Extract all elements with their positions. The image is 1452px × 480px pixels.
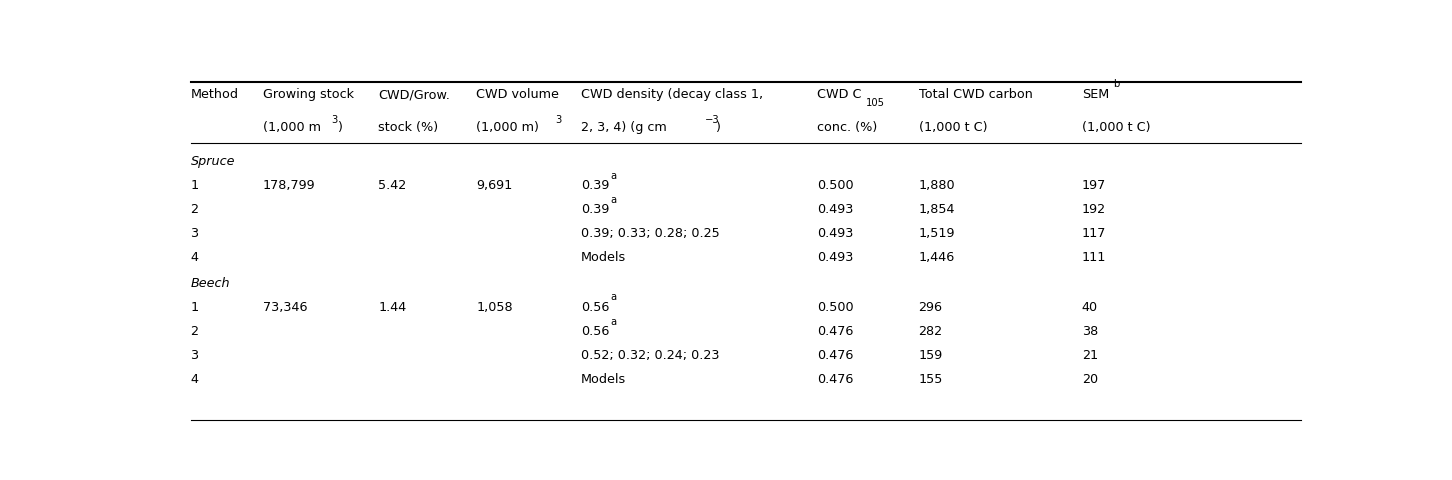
Text: 0.39; 0.33; 0.28; 0.25: 0.39; 0.33; 0.28; 0.25 [581,227,720,240]
Text: 0.52; 0.32; 0.24; 0.23: 0.52; 0.32; 0.24; 0.23 [581,349,720,362]
Text: 3: 3 [331,115,338,125]
Text: 159: 159 [919,349,942,362]
Text: 1,854: 1,854 [919,203,955,216]
Text: 1,446: 1,446 [919,251,955,264]
Text: Models: Models [581,373,626,386]
Text: −3: −3 [706,115,720,125]
Text: CWD volume: CWD volume [476,88,559,101]
Text: 3: 3 [555,115,562,125]
Text: 0.493: 0.493 [817,203,854,216]
Text: CWD C: CWD C [817,88,862,101]
Text: 105: 105 [865,98,884,108]
Text: CWD density (decay class 1,: CWD density (decay class 1, [581,88,764,101]
Text: 1,880: 1,880 [919,179,955,192]
Text: Beech: Beech [190,276,229,289]
Text: (1,000 t C): (1,000 t C) [1082,121,1150,134]
Text: conc. (%): conc. (%) [817,121,877,134]
Text: Total CWD carbon: Total CWD carbon [919,88,1032,101]
Text: (1,000 t C): (1,000 t C) [919,121,987,134]
Text: 1: 1 [190,300,199,313]
Text: 197: 197 [1082,179,1106,192]
Text: CWD/Grow.: CWD/Grow. [379,88,450,101]
Text: 0.493: 0.493 [817,251,854,264]
Text: 20: 20 [1082,373,1098,386]
Text: 1: 1 [190,179,199,192]
Text: Method: Method [190,88,238,101]
Text: 282: 282 [919,325,942,338]
Text: 4: 4 [190,251,199,264]
Text: 192: 192 [1082,203,1106,216]
Text: Models: Models [581,251,626,264]
Text: 1,519: 1,519 [919,227,955,240]
Text: 0.476: 0.476 [817,349,854,362]
Text: (1,000 m): (1,000 m) [476,121,539,134]
Text: 0.56: 0.56 [581,300,610,313]
Text: b: b [1114,79,1119,89]
Text: 178,799: 178,799 [263,179,315,192]
Text: 0.476: 0.476 [817,373,854,386]
Text: a: a [610,170,616,180]
Text: 296: 296 [919,300,942,313]
Text: 40: 40 [1082,300,1098,313]
Text: 73,346: 73,346 [263,300,306,313]
Text: a: a [610,194,616,204]
Text: a: a [610,317,616,327]
Text: 9,691: 9,691 [476,179,513,192]
Text: (1,000 m: (1,000 m [263,121,321,134]
Text: 38: 38 [1082,325,1098,338]
Text: 2, 3, 4) (g cm: 2, 3, 4) (g cm [581,121,666,134]
Text: 1.44: 1.44 [379,300,407,313]
Text: 0.39: 0.39 [581,179,610,192]
Text: ): ) [337,121,341,134]
Text: 0.476: 0.476 [817,325,854,338]
Text: 3: 3 [190,349,199,362]
Text: a: a [610,292,616,302]
Text: 117: 117 [1082,227,1106,240]
Text: 0.493: 0.493 [817,227,854,240]
Text: 0.39: 0.39 [581,203,610,216]
Text: 4: 4 [190,373,199,386]
Text: 0.56: 0.56 [581,325,610,338]
Text: 0.500: 0.500 [817,179,854,192]
Text: 155: 155 [919,373,942,386]
Text: 2: 2 [190,325,199,338]
Text: 5.42: 5.42 [379,179,407,192]
Text: ): ) [716,121,720,134]
Text: 0.500: 0.500 [817,300,854,313]
Text: 1,058: 1,058 [476,300,513,313]
Text: SEM: SEM [1082,88,1109,101]
Text: stock (%): stock (%) [379,121,439,134]
Text: 2: 2 [190,203,199,216]
Text: 3: 3 [190,227,199,240]
Text: Spruce: Spruce [190,155,235,168]
Text: 111: 111 [1082,251,1106,264]
Text: Growing stock: Growing stock [263,88,353,101]
Text: 21: 21 [1082,349,1098,362]
